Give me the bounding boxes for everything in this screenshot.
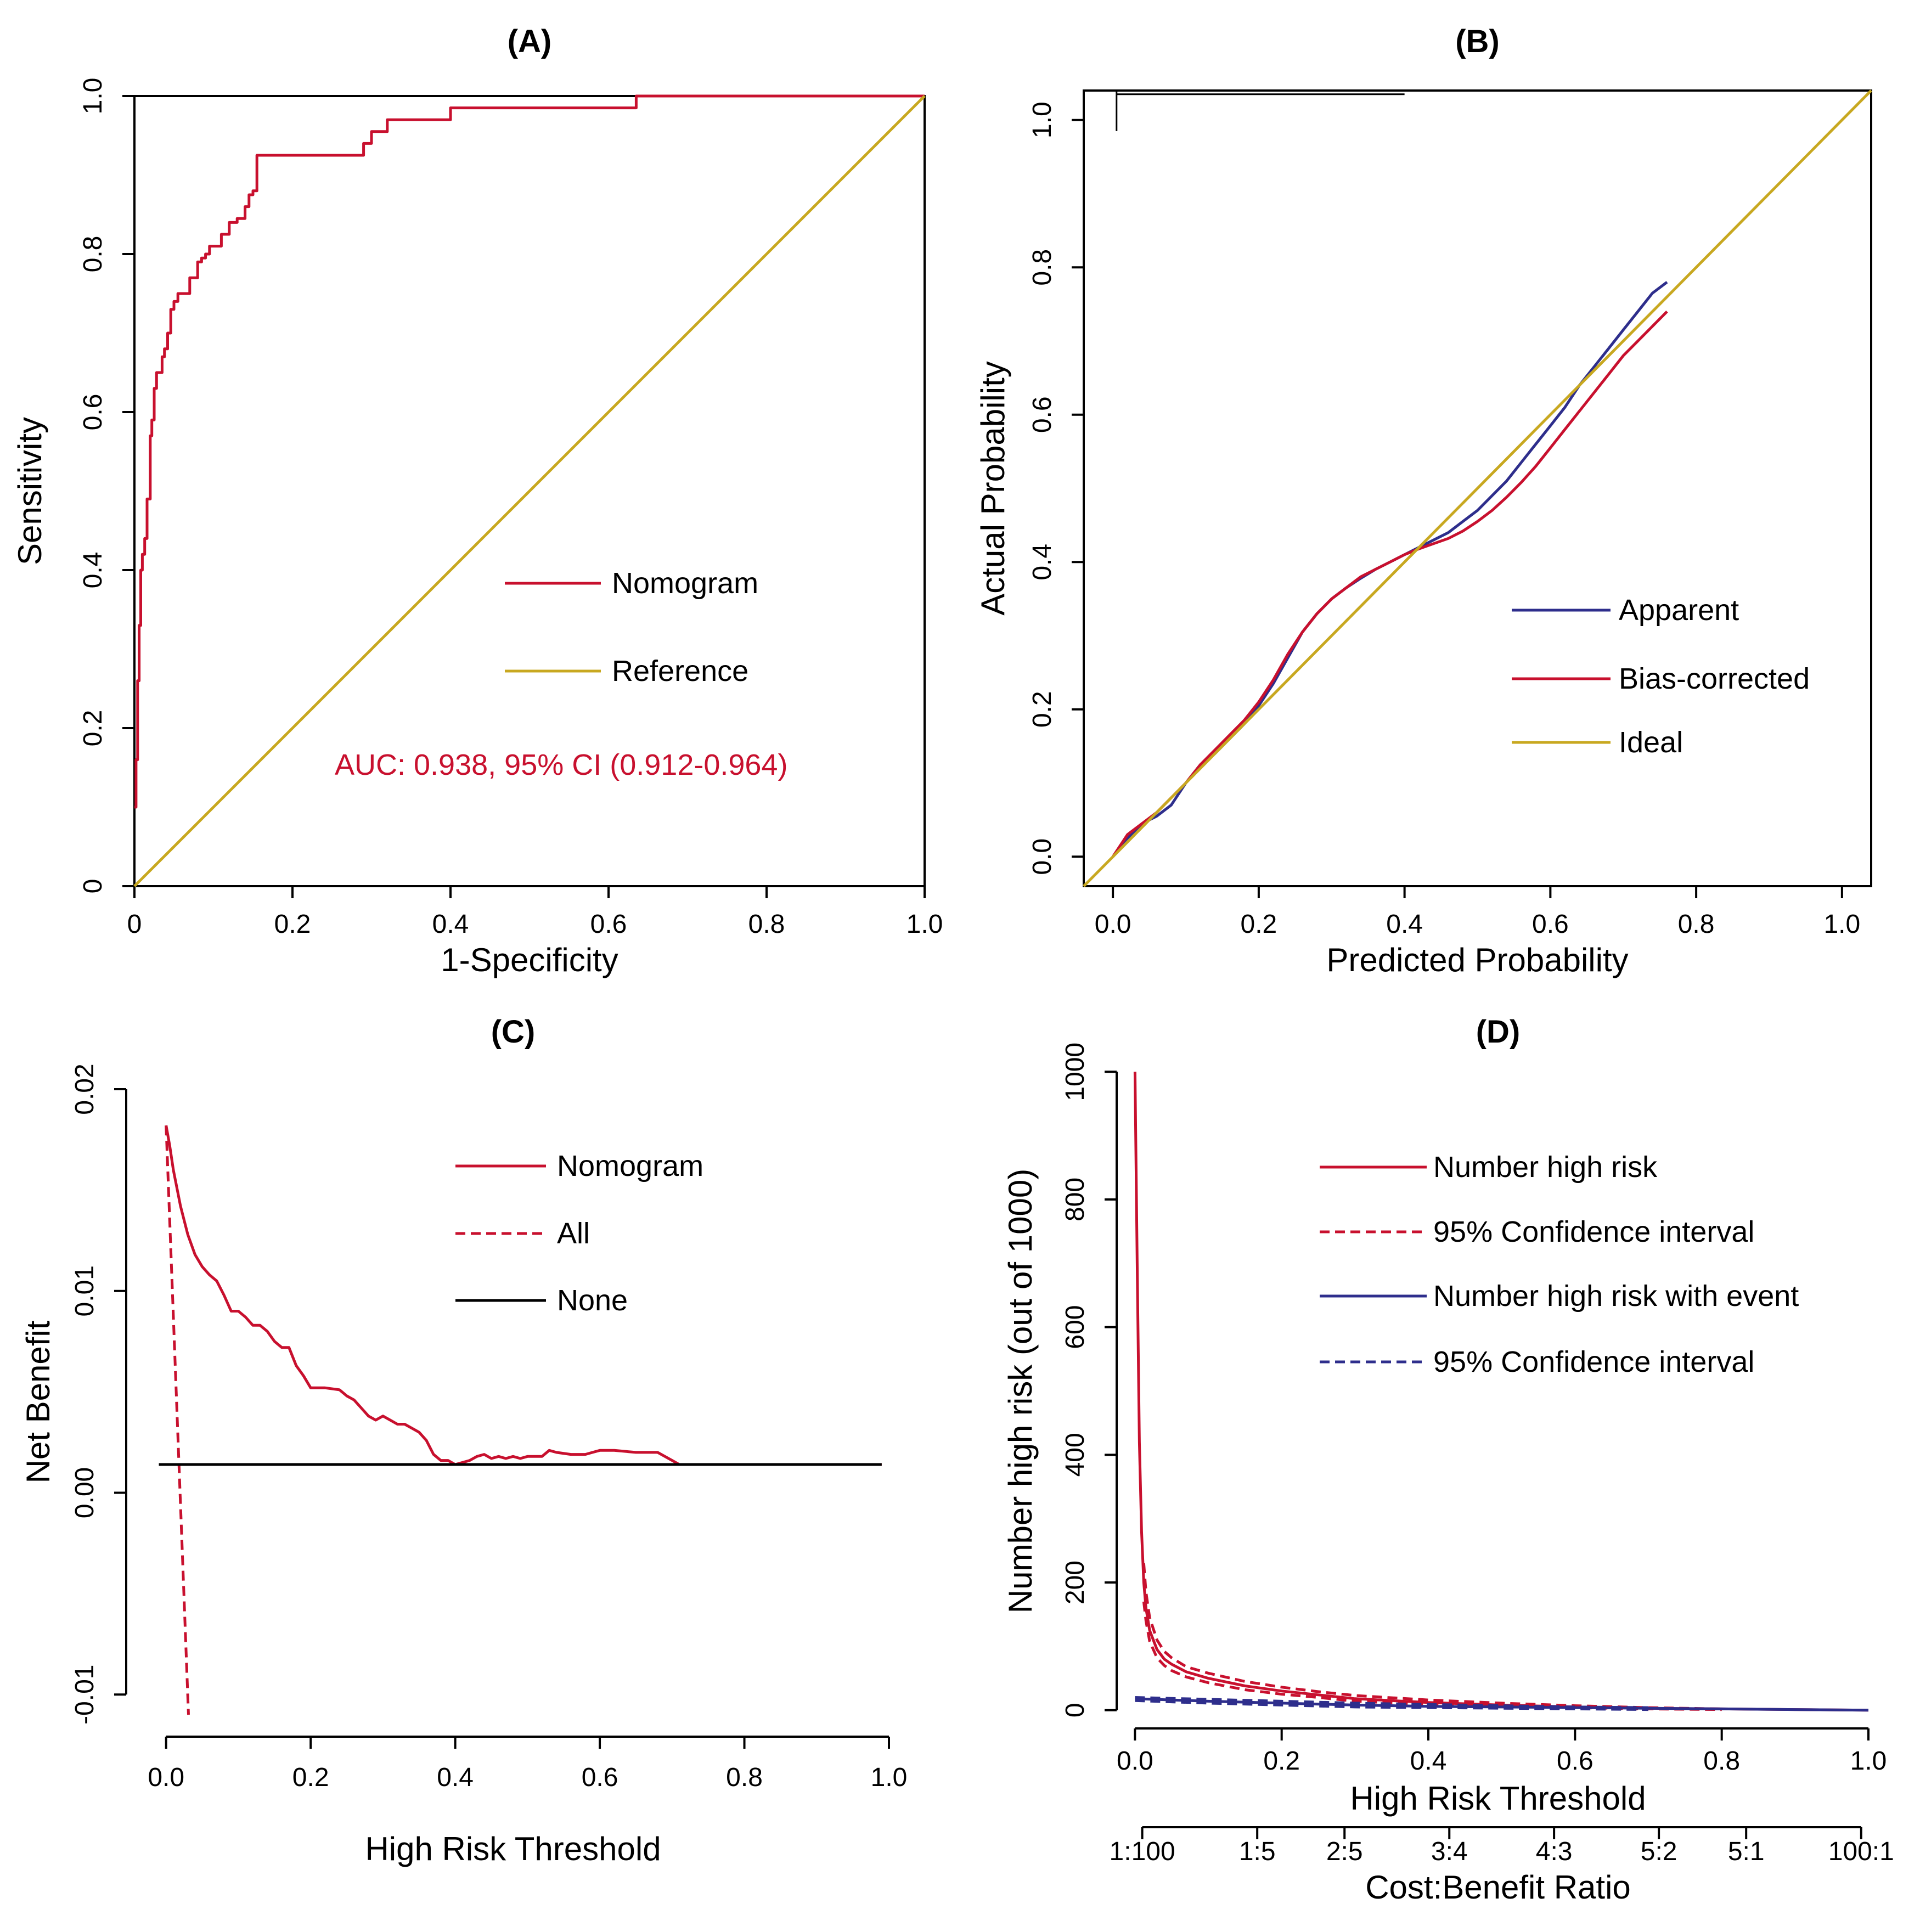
legend-label: 95% Confidence interval xyxy=(1433,1345,1754,1378)
x-tick-label: 0.2 xyxy=(274,910,311,939)
y-tick-label: 0.8 xyxy=(1028,249,1057,286)
panel-c: (C) 0.0 0.2 0.4 0.6 0.8 1.0 -0.01 0.00 0.01 0.02 Hi… xyxy=(20,1014,907,1867)
x-tick-label: 0.8 xyxy=(1678,910,1715,939)
panel-a: (A) 0 0.2 0.4 0.6 0.8 1.0 0 0.2 0.4 0.6 0.8 1.0 1-Spe… xyxy=(12,24,943,978)
legend-label: Nomogram xyxy=(612,567,758,600)
y-tick-label: -0.01 xyxy=(70,1665,99,1725)
x-tick-label: 1.0 xyxy=(906,910,943,939)
x2-tick-label: 5:2 xyxy=(1641,1837,1677,1866)
y-tick-label: 0 xyxy=(78,879,108,894)
x-tick-label: 0.6 xyxy=(582,1763,618,1792)
x2-tick-label: 1:5 xyxy=(1239,1837,1276,1866)
x-tick-label: 0.0 xyxy=(1095,910,1131,939)
legend-label: Nomogram xyxy=(557,1150,703,1182)
legend-label: Number high risk with event xyxy=(1433,1280,1799,1313)
y-tick-label: 1.0 xyxy=(78,78,108,115)
auc-annotation: AUC: 0.938, 95% CI (0.912-0.964) xyxy=(335,748,787,781)
x2-tick-label: 1:100 xyxy=(1110,1837,1175,1866)
series-line-95-confidence-interval xyxy=(1135,1696,1649,1709)
y-tick-label: 1.0 xyxy=(1028,102,1057,138)
y-tick-label: 0.6 xyxy=(78,394,108,431)
y-tick-label: 0.6 xyxy=(1028,396,1057,433)
y-axis-title: Number high risk (out of 1000) xyxy=(1002,1169,1039,1613)
series-line-nomogram xyxy=(165,1125,882,1466)
legend-label: Number high risk xyxy=(1433,1151,1658,1184)
series-line-all xyxy=(165,1125,190,1715)
x-tick-label: 0.4 xyxy=(437,1763,474,1792)
x-tick-label: 0.8 xyxy=(748,910,785,939)
plot-frame xyxy=(133,95,926,887)
y-tick-label: 200 xyxy=(1061,1561,1090,1604)
x-tick-label: 0.4 xyxy=(1386,910,1423,939)
y-tick-label: 600 xyxy=(1061,1305,1090,1349)
y-tick-label: 400 xyxy=(1061,1433,1090,1477)
panel-b: (B) 0.0 0.2 0.4 0.6 0.8 1.0 0.0 0.2 0.4 0.6 0.8 1.0 P… xyxy=(975,24,1872,978)
x-axis-title: Predicted Probability xyxy=(1326,942,1628,978)
series-line-95-confidence-interval xyxy=(1135,1699,1649,1711)
y-tick-label: 0.4 xyxy=(1028,544,1057,581)
x-tick-label: 1.0 xyxy=(1823,910,1860,939)
y-tick-label: 0.4 xyxy=(78,552,108,589)
panel-title: (A) xyxy=(508,24,552,59)
y-tick-label: 0.01 xyxy=(70,1265,99,1316)
x-axis-title: 1-Specificity xyxy=(441,942,618,978)
x-tick-label: 0.2 xyxy=(292,1763,329,1792)
legend-label: Apparent xyxy=(1619,594,1739,627)
series-line-bias-corrected xyxy=(1112,311,1668,858)
panel-title: (C) xyxy=(491,1014,536,1050)
x-tick-label: 0.0 xyxy=(1117,1747,1153,1776)
x-tick-label: 0.4 xyxy=(1410,1747,1447,1776)
legend-label: All xyxy=(557,1217,590,1250)
x-axis-title: High Risk Threshold xyxy=(1350,1780,1646,1817)
y-tick-label: 0.2 xyxy=(78,710,108,747)
y-axis-title: Net Benefit xyxy=(20,1320,57,1483)
y-axis-title: Actual Probability xyxy=(975,361,1011,616)
panel-d: (D) 0.0 0.2 0.4 0.6 0.8 1.0 0 200 400 600 800 1000 Hi… xyxy=(1002,1014,1894,1906)
x2-axis-title: Cost:Benefit Ratio xyxy=(1365,1869,1631,1906)
y-tick-label: 0 xyxy=(1061,1703,1090,1717)
x2-tick-label: 3:4 xyxy=(1431,1837,1468,1866)
y-tick-label: 0.8 xyxy=(78,236,108,273)
series-line-number-high-risk-with-event xyxy=(1135,1697,1869,1712)
x-tick-label: 0.6 xyxy=(1532,910,1569,939)
legend-label: Reference xyxy=(612,655,748,688)
y-tick-label: 0.00 xyxy=(70,1467,99,1518)
x-tick-label: 0.8 xyxy=(726,1763,763,1792)
y-tick-label: 1000 xyxy=(1061,1043,1090,1101)
panel-title: (B) xyxy=(1455,24,1500,59)
x-tick-label: 0.2 xyxy=(1241,910,1277,939)
legend-label: Bias-corrected xyxy=(1619,662,1810,695)
x-tick-label: 0.8 xyxy=(1703,1747,1740,1776)
y-axis-title: Sensitivity xyxy=(12,417,48,565)
legend-label: 95% Confidence interval xyxy=(1433,1215,1754,1248)
x-tick-label: 1.0 xyxy=(871,1763,908,1792)
series-line-95-confidence-interval xyxy=(1142,1563,1722,1710)
x-axis-title: High Risk Threshold xyxy=(365,1830,661,1867)
y-tick-label: 0.0 xyxy=(1028,838,1057,875)
y-tick-label: 800 xyxy=(1061,1178,1090,1221)
y-tick-label: 0.2 xyxy=(1028,691,1057,728)
legend-label: Ideal xyxy=(1619,726,1683,759)
series-line-ideal xyxy=(1083,89,1872,887)
x2-tick-label: 100:1 xyxy=(1828,1837,1894,1866)
x-tick-label: 1.0 xyxy=(1850,1747,1887,1776)
x-tick-label: 0.2 xyxy=(1263,1747,1300,1776)
panel-title: (D) xyxy=(1476,1014,1521,1050)
x-tick-label: 0.0 xyxy=(148,1763,184,1792)
x2-tick-label: 5:1 xyxy=(1728,1837,1765,1866)
legend-label: None xyxy=(557,1284,628,1317)
x-tick-label: 0 xyxy=(127,910,142,939)
x2-tick-label: 4:3 xyxy=(1536,1837,1573,1866)
series-line-reference xyxy=(133,95,926,887)
series-line-nomogram xyxy=(134,94,925,809)
x-tick-label: 0.4 xyxy=(432,910,469,939)
series-line-95-confidence-interval xyxy=(1142,1601,1722,1711)
plot-frame xyxy=(1083,89,1872,887)
x2-tick-label: 2:5 xyxy=(1326,1837,1363,1866)
x-tick-label: 0.6 xyxy=(590,910,627,939)
x-tick-label: 0.6 xyxy=(1557,1747,1594,1776)
y-tick-label: 0.02 xyxy=(70,1063,99,1114)
rug-marks xyxy=(1116,91,1405,131)
